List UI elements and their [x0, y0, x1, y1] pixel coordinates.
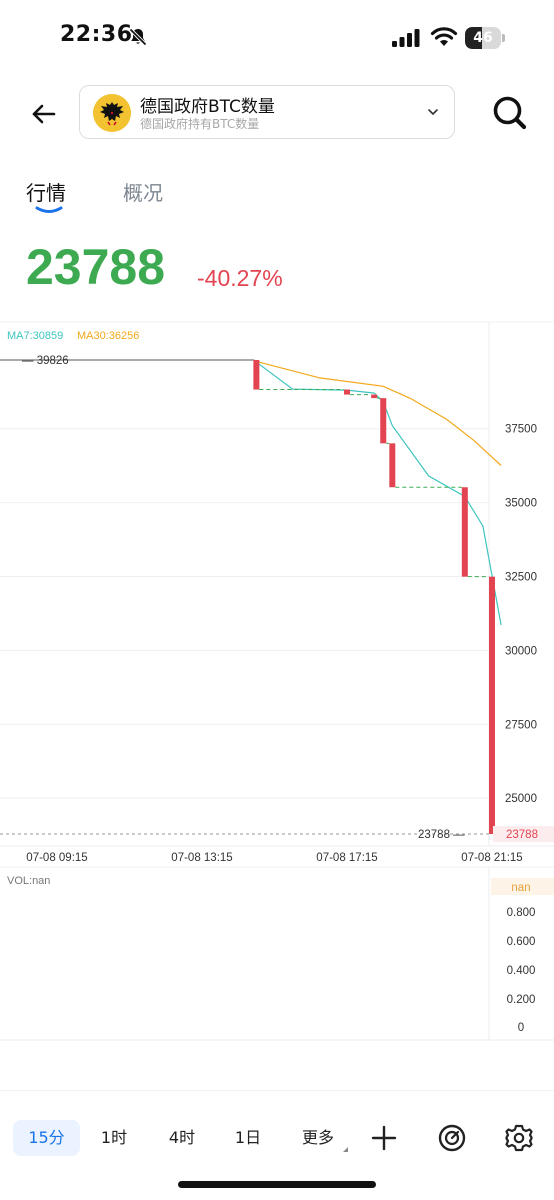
- tab-overview[interactable]: 概况: [123, 181, 163, 205]
- chart-marks: [0, 359, 502, 835]
- candle: [253, 360, 260, 390]
- asset-title: 德国政府BTC数量: [140, 97, 275, 117]
- target-icon[interactable]: [432, 1118, 472, 1158]
- ma7-legend: MA7:30859: [7, 330, 63, 342]
- volume-y-tick: 0.400: [507, 965, 536, 977]
- low-price-label: 23788 —: [418, 829, 465, 841]
- back-arrow-icon[interactable]: [26, 96, 62, 132]
- candle: [344, 389, 350, 395]
- high-price-label: — 39826: [22, 355, 69, 367]
- y-tick-label: 32500: [505, 572, 537, 584]
- asset-subtitle: 德国政府持有BTC数量: [140, 117, 260, 131]
- candle: [489, 576, 495, 834]
- volume-label: VOL:nan: [7, 875, 50, 887]
- status-bar: 22:36 46: [0, 0, 554, 70]
- search-icon[interactable]: [490, 93, 530, 133]
- ma30-legend: MA30:36256: [77, 330, 139, 342]
- wifi-icon: [430, 27, 458, 46]
- volume-y-tick: 0: [518, 1022, 524, 1034]
- last-price-badge: [493, 826, 554, 842]
- more-intervals-button[interactable]: 更多: [296, 1120, 348, 1156]
- tab-market[interactable]: 行情: [26, 181, 66, 205]
- ma30-line: [256, 360, 502, 466]
- dropdown-corner-icon: [343, 1147, 348, 1152]
- interval-1d-button[interactable]: 1日: [234, 1128, 262, 1147]
- tab-active-indicator: [35, 206, 63, 213]
- volume-y-tick: 0.600: [507, 936, 536, 948]
- x-tick-label: 07-08 17:15: [316, 852, 377, 864]
- x-tick-label: 07-08 13:15: [171, 852, 232, 864]
- chart-grid: [0, 321, 554, 847]
- german-eagle-logo: [93, 94, 131, 132]
- volume-y-tick: 0.200: [507, 994, 536, 1006]
- candle: [461, 487, 468, 577]
- y-tick-label: 27500: [505, 719, 537, 731]
- interval-1h-button[interactable]: 1时: [100, 1128, 128, 1147]
- volume-y-tick: 0.800: [507, 907, 536, 919]
- last-price-axis-label: 23788: [506, 829, 538, 841]
- volume-panel: VOL:nan nan 0.800 0.600 0.400 0.200 0: [0, 866, 554, 1041]
- signal-icon: [392, 29, 420, 47]
- candle: [389, 443, 396, 488]
- ma7-line: [256, 361, 502, 626]
- x-tick-label: 07-08 21:15: [461, 852, 522, 864]
- current-value: 23788: [26, 239, 166, 295]
- y-tick-label: 35000: [505, 498, 537, 510]
- y-tick-label: 37500: [505, 424, 537, 436]
- interval-4h-button[interactable]: 4时: [168, 1128, 196, 1147]
- y-tick-label: 25000: [505, 793, 537, 805]
- status-time: 22:36: [60, 22, 133, 47]
- battery-level-text: 46: [473, 30, 493, 46]
- x-tick-label: 07-08 09:15: [26, 852, 87, 864]
- gear-icon[interactable]: [499, 1118, 539, 1158]
- bell-muted-icon: [129, 28, 147, 46]
- chart-labels: 37500 35000 32500 30000 27500 25000 07-08 09:1…: [22, 355, 554, 864]
- candlestick-chart[interactable]: MA7:30859 MA30:36256 37500 35000 32500 3000…: [0, 320, 554, 1045]
- candle: [380, 398, 387, 444]
- more-intervals-label: 更多: [301, 1128, 334, 1147]
- plus-icon[interactable]: [364, 1118, 404, 1158]
- volume-current-badge: [491, 878, 554, 895]
- asset-selector[interactable]: 德国政府BTC数量 德国政府持有BTC数量: [79, 85, 455, 139]
- interval-15m-button[interactable]: 15分: [13, 1120, 80, 1156]
- volume-current-label: nan: [511, 882, 530, 894]
- home-indicator: [178, 1181, 376, 1188]
- chevron-down-icon: [428, 109, 438, 115]
- battery-indicator: 46: [465, 27, 505, 49]
- y-tick-label: 30000: [505, 645, 537, 657]
- change-percent: -40.27%: [197, 265, 283, 291]
- candle: [371, 394, 378, 399]
